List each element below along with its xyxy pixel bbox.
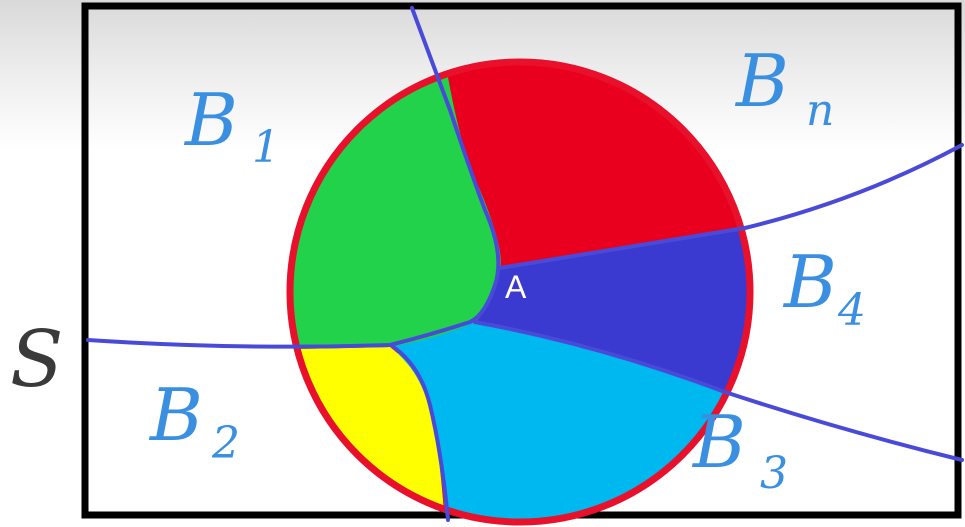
svg-text:1: 1: [252, 122, 280, 173]
line-b3-b2: [390, 344, 450, 522]
svg-text:B: B: [183, 78, 238, 162]
svg-text:B: B: [734, 39, 789, 123]
line-b4-b3: [473, 320, 964, 462]
sample-space-label: S: [10, 315, 63, 405]
label-b2: B 2: [148, 373, 240, 469]
svg-text:B: B: [148, 373, 203, 457]
event-a-label: A: [505, 269, 527, 305]
region-b3: [395, 322, 725, 522]
line-bn-b4: [498, 143, 964, 270]
label-bn: B n: [734, 39, 834, 136]
label-b4: B 4: [782, 240, 866, 336]
label-b3: B 3: [691, 400, 788, 499]
svg-text:4: 4: [837, 285, 866, 336]
line-b1-bn: [410, 6, 501, 324]
region-b4: [475, 228, 750, 392]
svg-text:2: 2: [211, 418, 240, 469]
event-a-border: [286, 58, 754, 526]
label-b1: B 1: [183, 78, 280, 173]
partition-lines: [86, 6, 964, 522]
svg-text:3: 3: [760, 448, 788, 499]
line-s-b1-b2: [86, 320, 472, 349]
svg-text:B: B: [691, 400, 746, 484]
svg-text:B: B: [782, 240, 837, 324]
svg-text:n: n: [806, 85, 834, 136]
